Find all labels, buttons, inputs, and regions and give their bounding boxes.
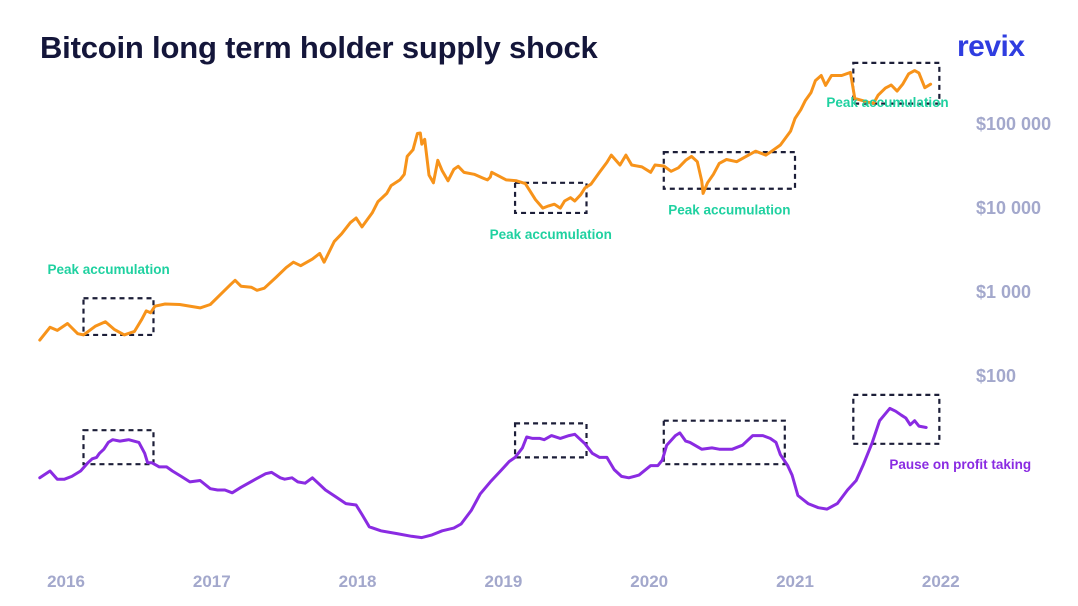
annotation-box (852, 393, 941, 445)
chart-title: Bitcoin long term holder supply shock (40, 30, 598, 65)
annotation-boxes (82, 61, 941, 466)
annotation-box (662, 151, 797, 190)
peak-accumulation-label: Peak accumulation (668, 203, 790, 218)
x-tick-label: 2022 (922, 572, 960, 591)
y-tick-label: $100 (976, 366, 1016, 386)
x-axis-ticks: 2016 2017 2018 2019 2020 2021 2022 (47, 572, 960, 591)
annotation-box (662, 419, 786, 466)
peak-accumulation-label: Peak accumulation (826, 95, 948, 110)
annotation-labels: Peak accumulation Peak accumulation Peak a… (47, 95, 1031, 472)
chart-lines (38, 69, 933, 540)
price-line (38, 69, 933, 342)
x-tick-label: 2017 (193, 572, 231, 591)
peak-accumulation-label: Peak accumulation (490, 227, 612, 242)
y-tick-label: $1 000 (976, 282, 1031, 302)
y-axis-ticks: $100 000 $10 000 $1 000 $100 (976, 114, 1051, 386)
x-tick-label: 2021 (776, 572, 814, 591)
y-tick-label: $100 000 (976, 114, 1051, 134)
annotation-box (82, 429, 155, 466)
y-tick-label: $10 000 (976, 198, 1041, 218)
x-tick-label: 2020 (630, 572, 668, 591)
annotation-box (513, 181, 588, 215)
x-tick-label: 2016 (47, 572, 85, 591)
annotation-box (513, 422, 588, 459)
peak-accumulation-label: Peak accumulation (47, 262, 169, 277)
revix-logo: revix (957, 30, 1025, 63)
profit-taking-label: Pause on profit taking (889, 457, 1031, 472)
x-tick-label: 2018 (339, 572, 377, 591)
supply-shock-line (38, 406, 928, 540)
x-tick-label: 2019 (484, 572, 522, 591)
